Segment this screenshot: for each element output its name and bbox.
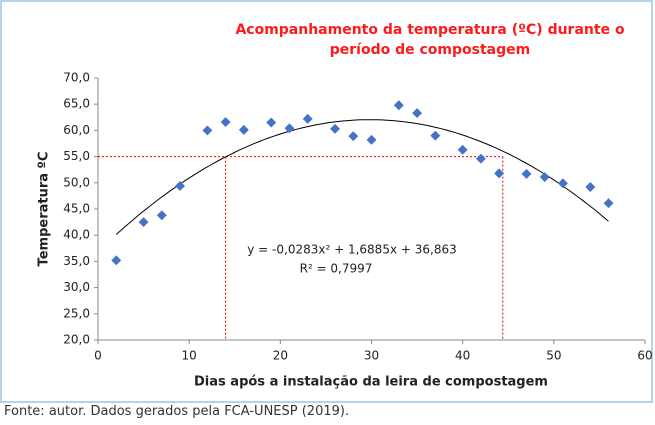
trendline — [115, 119, 609, 235]
data-point — [494, 168, 505, 179]
data-point — [266, 117, 277, 128]
x-tick-label: 10 — [182, 349, 197, 363]
data-point — [220, 117, 231, 127]
data-point — [175, 180, 185, 191]
data-point — [475, 153, 486, 164]
y-tick-label: 25,0 — [63, 306, 90, 320]
source-note: Fonte: autor. Dados gerados pela FCA-UNE… — [4, 404, 350, 419]
data-point — [539, 172, 550, 182]
x-tick-label: 20 — [273, 349, 288, 363]
x-tick-label: 60 — [637, 349, 652, 363]
data-point — [558, 178, 568, 189]
data-point — [366, 134, 377, 145]
chart-title: Acompanhamento da temperatura (ºC) duran… — [235, 22, 625, 58]
data-point — [521, 168, 532, 179]
trendline-r2: R² = 0,7997 — [300, 262, 373, 276]
data-point — [156, 210, 167, 221]
data-point — [330, 123, 340, 134]
x-tick-label: 40 — [455, 349, 470, 363]
trendline-equation: y = -0,0283x² + 1,6885x + 36,863 — [247, 243, 456, 257]
y-tick-label: 45,0 — [63, 202, 90, 216]
y-tick-label: 30,0 — [63, 280, 90, 294]
y-tick-label: 35,0 — [63, 254, 90, 268]
y-tick-label: 50,0 — [63, 175, 90, 189]
data-point — [111, 255, 122, 266]
data-point — [138, 217, 149, 228]
chart-frame — [0, 0, 653, 403]
data-point — [603, 198, 614, 209]
data-point — [202, 125, 213, 136]
data-point — [430, 130, 441, 141]
y-tick-label: 70,0 — [63, 71, 90, 85]
y-tick-label: 40,0 — [63, 228, 90, 242]
x-tick-label: 30 — [364, 349, 379, 363]
data-point — [238, 124, 249, 135]
data-point — [585, 182, 596, 192]
y-tick-label: 60,0 — [63, 123, 90, 137]
data-point — [393, 100, 404, 111]
x-tick-label: 0 — [94, 349, 102, 363]
data-point — [412, 108, 423, 119]
x-axis-label: Dias após a instalação da leira de compo… — [194, 375, 548, 390]
y-axis-label: Temperatura ºC — [37, 152, 52, 267]
y-tick-label: 55,0 — [63, 149, 90, 163]
data-point — [457, 144, 468, 155]
y-tick-label: 20,0 — [63, 333, 90, 347]
x-tick-label: 50 — [546, 349, 561, 363]
data-point — [302, 113, 313, 124]
y-tick-label: 65,0 — [63, 97, 90, 111]
data-point — [348, 131, 359, 142]
